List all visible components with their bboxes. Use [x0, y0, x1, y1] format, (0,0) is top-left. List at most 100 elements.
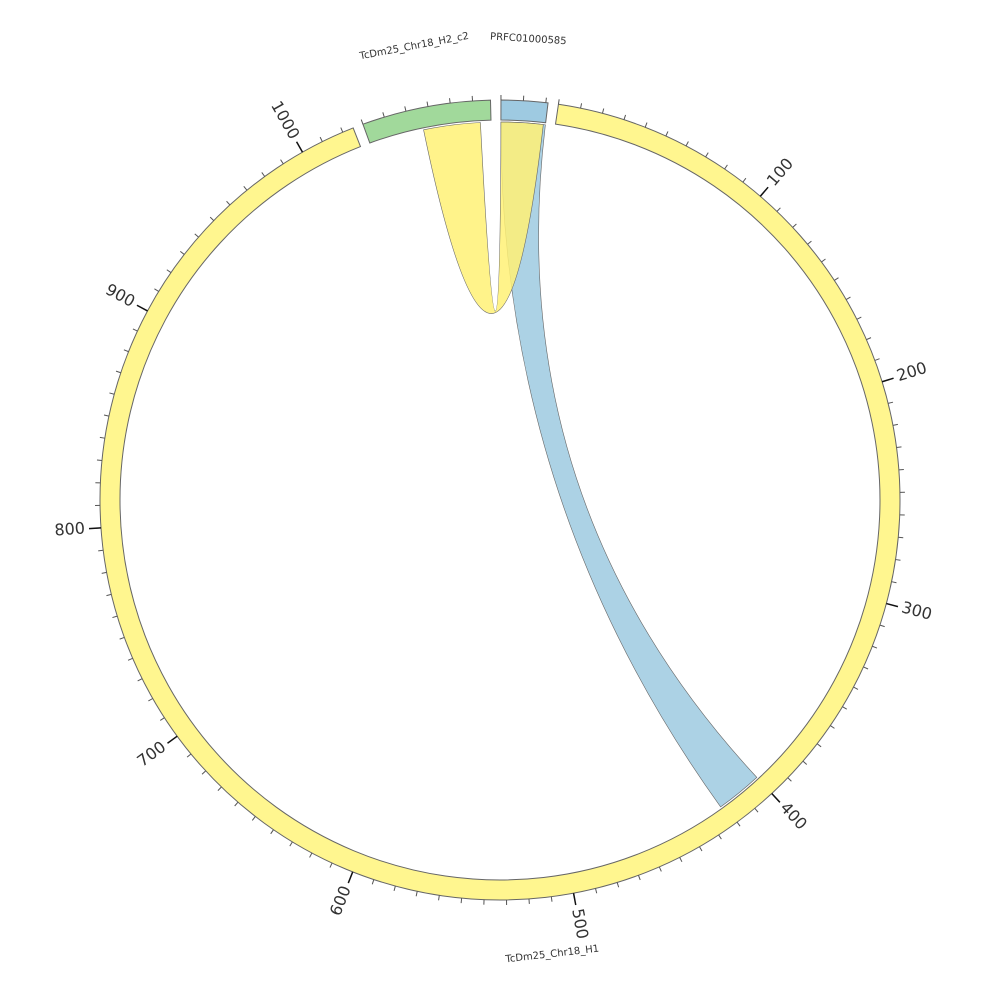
minor-tick	[270, 829, 274, 835]
sector-label: TcDm25_Chr18_H2_c2	[358, 31, 470, 63]
minor-tick	[623, 114, 627, 120]
minor-tick	[896, 446, 902, 449]
tick-label: 1000	[267, 98, 304, 143]
minor-tick	[438, 895, 440, 901]
minor-tick	[736, 821, 741, 827]
minor-tick	[186, 753, 192, 758]
sector-label: PRFC01000585	[490, 32, 567, 48]
minor-tick	[742, 177, 747, 183]
sector-label: TcDm25_Chr18_H1	[504, 944, 600, 966]
minor-tick	[132, 328, 138, 332]
minor-tick	[340, 127, 344, 133]
tick-label: 600	[326, 883, 355, 918]
tick-label: 100	[763, 154, 797, 190]
minor-tick	[98, 549, 104, 552]
minor-tick	[319, 136, 323, 142]
minor-tick	[595, 888, 598, 894]
minor-tick	[109, 392, 115, 395]
minor-tick	[127, 657, 133, 661]
minor-tick	[404, 106, 407, 112]
minor-tick	[754, 807, 759, 813]
minor-tick	[685, 141, 689, 147]
minor-tick	[166, 269, 172, 273]
minor-tick	[872, 645, 878, 649]
minor-tick	[644, 122, 648, 128]
minor-tick	[879, 624, 885, 628]
tick-label: 800	[54, 518, 86, 539]
major-tick	[771, 793, 781, 803]
minor-tick	[679, 857, 683, 863]
minor-tick	[137, 678, 143, 682]
minor-tick	[103, 414, 110, 417]
minor-tick	[601, 108, 605, 114]
minor-tick	[550, 896, 553, 902]
minor-tick	[816, 743, 822, 748]
minor-tick	[821, 258, 826, 263]
major-tick	[347, 871, 354, 884]
minor-tick	[106, 593, 112, 597]
minor-tick	[426, 101, 429, 107]
minor-tick	[787, 777, 792, 782]
major-tick	[295, 141, 304, 153]
minor-tick	[845, 296, 851, 300]
minor-tick	[891, 581, 897, 584]
sector	[500, 99, 549, 124]
minor-tick	[545, 97, 547, 103]
minor-tick	[99, 436, 105, 439]
tick-label: 700	[133, 737, 169, 770]
minor-tick	[360, 119, 364, 125]
minor-tick	[699, 846, 703, 852]
minor-tick	[148, 698, 153, 702]
minor-tick	[123, 349, 129, 353]
minor-tick	[289, 841, 293, 847]
minor-tick	[179, 250, 185, 255]
tick-label: 400	[776, 798, 811, 833]
minor-tick	[863, 666, 869, 670]
minor-tick	[115, 370, 121, 374]
minor-tick	[830, 725, 835, 729]
minor-tick	[895, 559, 901, 561]
minor-tick	[638, 875, 641, 881]
minor-tick	[194, 233, 199, 238]
tick-label: 200	[894, 358, 929, 385]
links	[423, 121, 758, 808]
minor-tick	[866, 337, 872, 341]
minor-tick	[853, 686, 859, 690]
minor-tick	[665, 131, 669, 137]
minor-tick	[371, 879, 375, 885]
link	[500, 121, 758, 808]
major-tick	[759, 186, 769, 197]
major-tick	[881, 377, 894, 383]
minor-tick	[834, 277, 839, 281]
minor-tick	[580, 103, 583, 109]
minor-tick	[718, 834, 722, 840]
major-tick	[572, 893, 577, 906]
major-tick	[167, 735, 178, 744]
minor-tick	[616, 882, 620, 888]
minor-tick	[892, 423, 898, 426]
minor-tick	[251, 816, 256, 821]
major-tick	[88, 527, 102, 530]
minor-tick	[154, 288, 159, 292]
minor-tick	[217, 786, 222, 791]
minor-tick	[802, 760, 808, 765]
minor-tick	[724, 164, 728, 170]
minor-tick	[856, 316, 862, 320]
minor-tick	[776, 207, 781, 212]
minor-tick	[101, 571, 107, 574]
minor-tick	[243, 186, 248, 191]
minor-tick	[226, 200, 231, 206]
minor-tick	[112, 615, 118, 619]
minor-tick	[329, 862, 333, 868]
link	[423, 121, 544, 314]
tick-label: 900	[102, 280, 138, 311]
minor-tick	[261, 172, 266, 177]
minor-tick	[209, 216, 215, 221]
minor-tick	[159, 717, 165, 721]
tick-label: 500	[568, 907, 592, 941]
minor-tick	[792, 223, 797, 228]
minor-tick	[888, 401, 894, 404]
minor-tick	[705, 152, 709, 158]
